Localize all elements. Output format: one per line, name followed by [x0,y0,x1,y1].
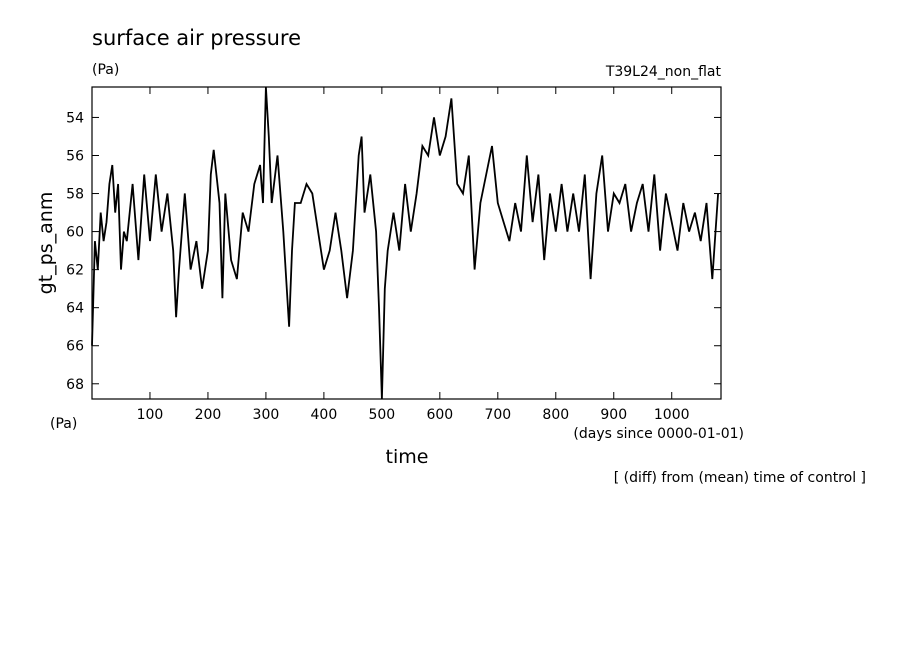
y-tick-label: 62 [66,263,84,279]
y-tick-label: 68 [66,377,84,393]
x-tick-label: 600 [426,407,453,423]
x-tick-label: 300 [253,407,280,423]
y-tick-label: 66 [66,339,84,355]
x-tick-label: 500 [368,407,395,423]
y-axis-label: gt_ps_anm [35,192,57,295]
chart-title: surface air pressure [92,26,301,50]
y-tick-label: 58 [66,187,84,203]
units-label: (Pa) [92,62,119,78]
x-tick-label: 1000 [654,407,690,423]
x-units: (days since 0000-01-01) [573,426,744,442]
x-tick-label: 800 [542,407,569,423]
x-tick-label: 700 [484,407,511,423]
y-units: (Pa) [50,416,77,432]
x-axis-label: time [386,446,429,468]
y-tick-label: 64 [66,301,84,317]
x-tick-label: 100 [137,407,164,423]
data-line [91,86,719,400]
y-tick-label: 56 [66,148,84,164]
y-tick-label: 54 [66,110,84,126]
plot-frame [91,86,722,400]
x-tick-label: 400 [311,407,338,423]
subtitle: T39L24_non_flat [605,64,722,80]
y-tick-label: 60 [66,225,84,241]
x-tick-label: 200 [195,407,222,423]
annotation: [ (diff) from (mean) time of control ] [614,470,866,486]
x-tick-label: 900 [600,407,627,423]
